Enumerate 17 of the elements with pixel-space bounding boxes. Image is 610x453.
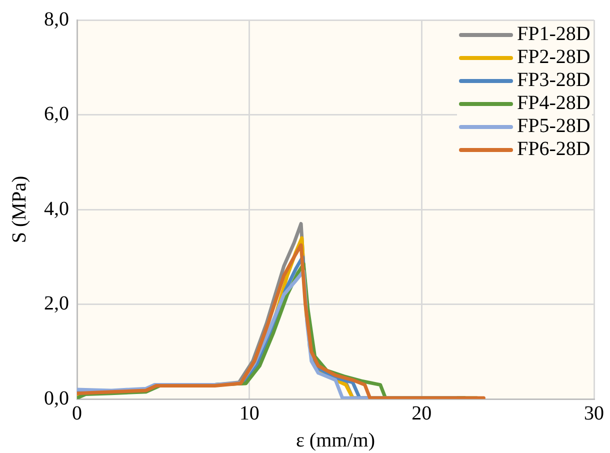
x-tick-label: 20 [412, 402, 432, 424]
y-tick-label: 0,0 [44, 387, 69, 410]
x-tick-label: 30 [584, 402, 604, 424]
legend-label: FP5-28D [516, 115, 590, 138]
y-tick-label: 4,0 [44, 198, 69, 220]
y-axis-title: S (MPa) [8, 176, 30, 244]
x-tick-label: 10 [239, 402, 260, 424]
legend-label: FP4-28D [516, 92, 590, 115]
x-axis-title: ε (mm/m) [296, 429, 375, 452]
legend-label: FP3-28D [516, 69, 590, 92]
y-tick-label: 6,0 [44, 103, 69, 125]
x-tick-label: 0 [72, 402, 82, 424]
y-tick-label: 8,0 [44, 8, 69, 30]
legend-label: FP1-28D [516, 23, 590, 46]
legend-label: FP6-28D [516, 138, 590, 161]
y-tick-label: 2,0 [44, 292, 69, 314]
legend-label: FP2-28D [516, 46, 590, 69]
